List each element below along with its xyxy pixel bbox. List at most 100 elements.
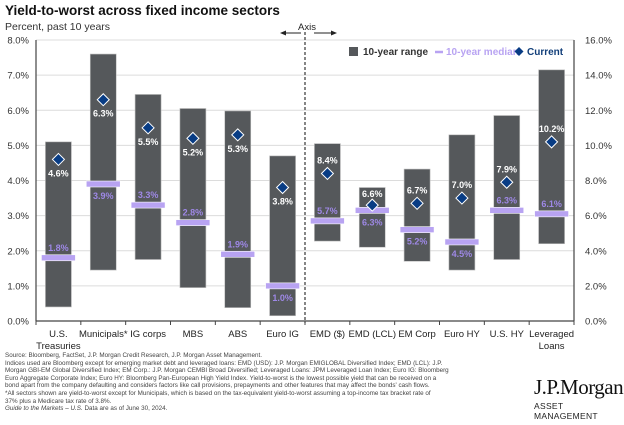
range-bar <box>269 155 296 317</box>
category-label: EM Corp <box>398 329 435 340</box>
current-marker <box>500 175 514 189</box>
current-value-label: 4.6% <box>48 168 69 178</box>
current-marker <box>320 166 335 181</box>
median-marker <box>399 226 435 233</box>
category-label: EMD ($) <box>310 329 345 340</box>
chart-subtitle: Percent, past 10 years <box>5 21 111 33</box>
current-marker <box>96 93 110 107</box>
legend-range-swatch <box>349 47 358 56</box>
median-value-label: 6.1% <box>541 199 562 209</box>
median-marker <box>489 207 525 214</box>
legend-median-label: 10-year median <box>446 47 519 58</box>
category-label: Euro HY <box>444 329 481 340</box>
category-label: Leveraged <box>529 329 574 340</box>
gridlines <box>36 39 574 287</box>
arrow-left-icon <box>280 30 286 36</box>
guide-title: Guide to the Markets – U.S. <box>5 405 83 413</box>
left-tick-label: 8.0% <box>7 36 29 47</box>
category-label-line2: Treasuries <box>36 341 81 350</box>
axes: 0.0% 1.0% 2.0% 3.0% 4.0% 5.0% 6.0% 7.0% 8.0% 0.0%… <box>7 32 612 350</box>
median-marker <box>310 217 345 225</box>
current-marker <box>51 152 66 167</box>
category-label: MBS <box>183 329 204 340</box>
current-value-label: 6.3% <box>93 109 114 119</box>
right-tick-label: 2.0% <box>585 281 607 292</box>
median-value-label: 1.9% <box>227 239 248 249</box>
current-value-label: 6.6% <box>362 189 383 199</box>
left-tick-label: 2.0% <box>7 246 29 257</box>
current-marker <box>544 135 559 149</box>
legend-current-icon <box>514 47 524 56</box>
legend-range-label: 10-year range <box>363 47 428 58</box>
median-marker <box>85 180 121 188</box>
current-marker <box>275 180 290 195</box>
category-label: EMD (LCL) <box>348 329 396 340</box>
logo-subtitle: ASSET MANAGEMENT <box>534 401 598 421</box>
right-tick-label: 14.0% <box>585 71 612 82</box>
footnote-line: Source: Bloomberg, FactSet, J.P. Morgan … <box>5 352 263 359</box>
range-bar <box>538 69 565 245</box>
chart-svg: 0.0% 1.0% 2.0% 3.0% 4.0% 5.0% 6.0% 7.0% 8.0% 0.0%… <box>7 22 612 350</box>
right-tick-label: 8.0% <box>585 176 607 187</box>
left-tick-label: 4.0% <box>7 176 29 187</box>
category-label: U.S. <box>49 329 67 340</box>
median-value-label: 6.3% <box>362 217 383 227</box>
range-bar <box>134 94 162 260</box>
median-value-label: 1.8% <box>48 243 69 253</box>
legend: 10-year range 10-year median Current <box>349 47 564 58</box>
range-bar <box>224 110 252 308</box>
footnote-line: bond apart from the company defaulting a… <box>5 382 430 390</box>
current-value-label: 5.3% <box>227 144 248 154</box>
current-value-label: 3.8% <box>272 197 293 207</box>
right-tick-label: 10.0% <box>585 141 612 152</box>
median-marker <box>130 201 166 209</box>
category-label-line2: Loans <box>539 341 565 350</box>
current-value-label: 10.2% <box>539 124 565 134</box>
median-value-label: 5.2% <box>407 237 428 247</box>
left-tick-label: 3.0% <box>7 211 29 222</box>
current-value-label: 7.0% <box>452 180 473 190</box>
category-label: U.S. HY <box>490 329 525 340</box>
right-tick-label: 6.0% <box>585 211 607 222</box>
guide-date: Data are as of June 30, 2024. <box>82 405 168 413</box>
footnote-line: *All sectors shown are yield-to-worst ex… <box>5 389 431 397</box>
right-tick-label: 12.0% <box>585 106 612 117</box>
axis-annotation: Axis <box>280 22 337 36</box>
jpmorgan-logo: J.P.Morgan ASSET MANAGEMENT <box>534 375 624 421</box>
range-bar <box>403 168 431 262</box>
median-marker <box>220 250 256 258</box>
logo-brand: J.P.Morgan <box>534 375 624 399</box>
median-marker <box>534 210 569 218</box>
median-marker <box>265 282 300 290</box>
median-value-label: 6.3% <box>496 195 517 205</box>
median-value-label: 4.5% <box>452 249 473 259</box>
current-marker <box>186 131 200 146</box>
median-value-label: 3.9% <box>93 191 114 201</box>
footnote-line: Morgan GBI-EM Global Diversified Index; … <box>5 367 449 375</box>
axis-annotation-label: Axis <box>298 22 316 33</box>
arrow-right-icon <box>331 30 337 36</box>
right-tick-label: 4.0% <box>585 246 607 257</box>
left-tick-label: 6.0% <box>7 106 29 117</box>
range-bar <box>358 187 386 248</box>
current-marker <box>365 198 379 212</box>
category-label: Euro IG <box>266 329 299 340</box>
bars: 4.6% 1.8% 6.3% 3.9% 5.5% 3.3% 5.2% 2.8% 5.3% 1.9%… <box>41 53 569 317</box>
footnote-line: 37% plus a Medicare tax rate of 3.8%. <box>5 397 112 405</box>
guide-line: Guide to the Markets – U.S. Data are as … <box>5 405 530 413</box>
category-label: IG corps <box>130 329 166 340</box>
legend-current-label: Current <box>527 47 564 58</box>
range-bar <box>314 143 341 242</box>
current-value-label: 7.9% <box>496 164 517 174</box>
current-value-label: 6.7% <box>407 185 428 195</box>
left-tick-label: 0.0% <box>7 317 29 328</box>
category-label: Municipals* <box>79 329 128 340</box>
right-tick-label: 16.0% <box>585 36 612 47</box>
current-value-label: 8.4% <box>317 155 338 165</box>
footnote-line: Euro Aggregate Corporate Index; Euro HY:… <box>5 374 437 382</box>
footnote-line: Indices used are Bloomberg except for em… <box>5 359 443 367</box>
range-bar <box>89 53 117 271</box>
left-tick-label: 7.0% <box>7 71 29 82</box>
category-label: ABS <box>228 329 247 340</box>
chart-title: Yield-to-worst across fixed income secto… <box>5 3 280 18</box>
